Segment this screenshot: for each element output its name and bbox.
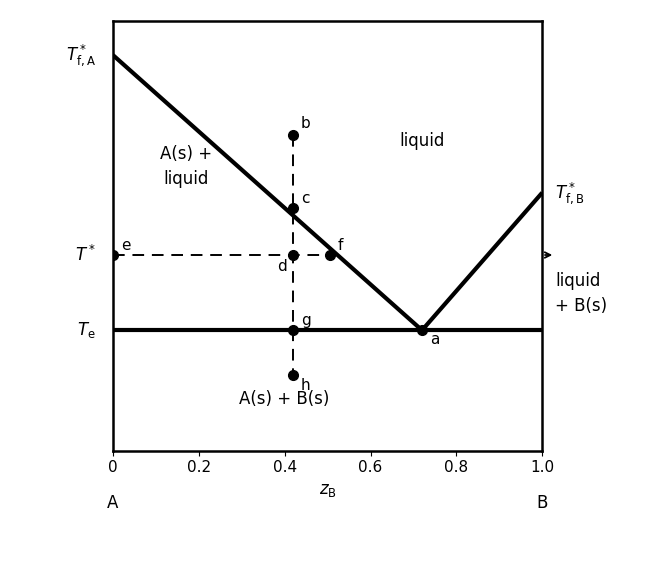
Text: A: A [108,494,119,511]
X-axis label: $z_\mathrm{B}$: $z_\mathrm{B}$ [319,481,337,499]
Text: $T_{\mathrm{e}}$: $T_{\mathrm{e}}$ [77,320,96,340]
Text: d: d [278,259,287,274]
Text: B: B [536,494,548,511]
Text: h: h [301,378,310,392]
Text: a: a [430,332,439,348]
Text: b: b [301,116,310,131]
Text: g: g [301,313,310,328]
Text: c: c [301,191,310,206]
Text: $T^*_{\mathrm{f,B}}$: $T^*_{\mathrm{f,B}}$ [555,180,585,205]
Text: e: e [121,238,130,253]
Text: f: f [337,238,343,253]
Text: liquid: liquid [399,132,445,150]
Text: liquid
+ B(s): liquid + B(s) [555,272,607,315]
Text: $T^*$: $T^*$ [75,245,96,265]
Text: A(s) + B(s): A(s) + B(s) [239,390,330,408]
Text: A(s) +
liquid: A(s) + liquid [160,145,212,188]
Text: $T^*_{\mathrm{f,A}}$: $T^*_{\mathrm{f,A}}$ [66,42,96,68]
